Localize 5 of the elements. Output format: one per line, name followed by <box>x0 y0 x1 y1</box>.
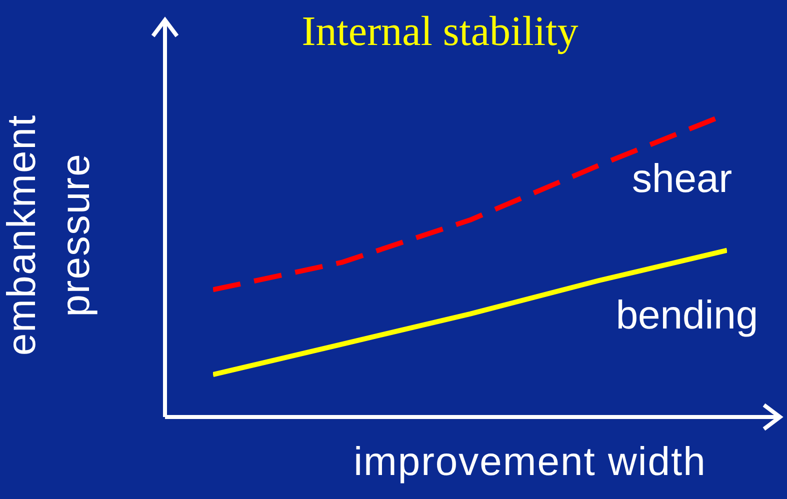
y-axis-title: embankment pressure <box>0 113 99 358</box>
series-label: shear <box>632 156 732 201</box>
chart-title: Internal stability <box>300 8 580 56</box>
series-label: bending <box>616 293 758 338</box>
x-axis-title: improvement width <box>352 440 708 485</box>
